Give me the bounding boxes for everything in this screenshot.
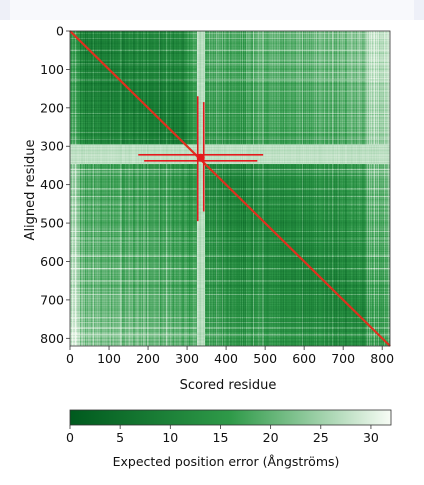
y-tick-label: 800: [40, 331, 64, 346]
x-tick-label: 800: [370, 351, 394, 366]
y-tick-label: 300: [40, 139, 64, 154]
x-axis-ticks: 0 100 200 300 400 500 600 700 800: [66, 346, 394, 366]
x-tick-label: 100: [97, 351, 121, 366]
colorbar-tick-label: 0: [66, 430, 74, 445]
y-tick-label: 400: [40, 177, 64, 192]
x-tick-label: 600: [292, 351, 316, 366]
colorbar-label: Expected position error (Ångströms): [113, 454, 340, 469]
y-tick-label: 100: [40, 62, 64, 77]
x-tick-label: 200: [136, 351, 160, 366]
crosshair-center: [196, 153, 205, 162]
colorbar-tick-label: 15: [213, 430, 229, 445]
colorbar-tick-label: 20: [263, 430, 279, 445]
colorbar-tick-label: 10: [162, 430, 178, 445]
page-header-strip: [0, 0, 424, 20]
colorbar-gradient: [69, 409, 392, 426]
page-header-strip-inner: [10, 0, 414, 20]
y-tick-label: 700: [40, 292, 64, 307]
y-tick-label: 200: [40, 100, 64, 115]
colorbar-tick-label: 5: [116, 430, 124, 445]
diagonal-segment: [69, 30, 391, 347]
x-axis-label: Scored residue: [180, 378, 277, 393]
y-tick-label: 0: [56, 24, 64, 39]
y-axis-ticks: 0 100 200 300 400 500 600 700 800: [40, 24, 70, 346]
y-tick-label: 500: [40, 216, 64, 231]
pae-heatmap: [69, 30, 391, 347]
colorbar-tick-label: 25: [313, 430, 329, 445]
x-tick-label: 700: [331, 351, 355, 366]
y-axis-label: Aligned residue: [23, 140, 38, 241]
x-tick-label: 500: [253, 351, 277, 366]
y-tick-label: 600: [40, 254, 64, 269]
selection-crosshair: [138, 96, 264, 222]
x-tick-label: 400: [214, 351, 238, 366]
diagonal-line: [69, 30, 391, 347]
colorbar-tick-label: 30: [363, 430, 379, 445]
plot-frame: [69, 30, 391, 347]
x-tick-label: 0: [66, 351, 74, 366]
colorbar-ticks: 0 5 10 15 20 25 30: [66, 425, 379, 445]
x-tick-label: 300: [175, 351, 199, 366]
colorbar: 0 5 10 15 20 25 30 Expected position error (Ån…: [66, 409, 392, 469]
